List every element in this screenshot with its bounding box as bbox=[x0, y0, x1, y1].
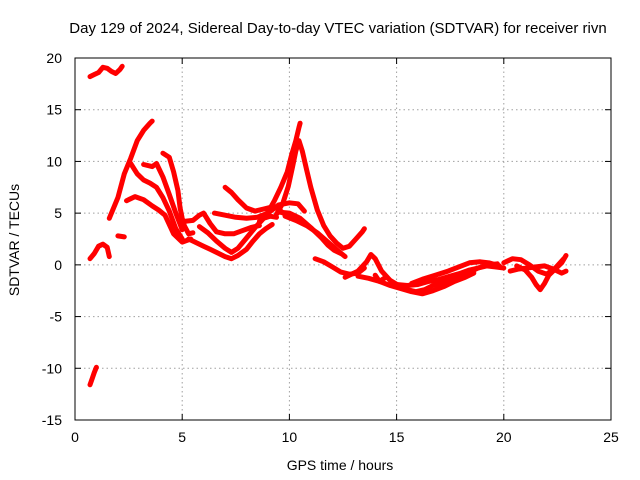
y-tick-label: 5 bbox=[54, 205, 62, 221]
grid-lines bbox=[75, 58, 611, 420]
series-track-04 bbox=[115, 233, 127, 240]
chart-title: Day 129 of 2024, Sidereal Day-to-day VTE… bbox=[69, 20, 606, 37]
series-track-24 bbox=[409, 259, 502, 286]
x-tick-label: 20 bbox=[496, 429, 512, 445]
series-track-08 bbox=[124, 194, 194, 245]
x-tick-label: 10 bbox=[282, 429, 298, 445]
series-track-11 bbox=[186, 222, 275, 262]
series-track-23 bbox=[372, 272, 389, 284]
series-track-18 bbox=[282, 213, 348, 260]
series-track-06 bbox=[128, 161, 185, 242]
series-track-01 bbox=[87, 63, 125, 80]
axis-ticks: 0 5 10 15 20 25 20 15 10 5 0 -5 -10 -15 bbox=[42, 50, 619, 445]
y-tick-label: 0 bbox=[54, 257, 62, 273]
x-tick-label: 15 bbox=[389, 429, 405, 445]
y-tick-label: 15 bbox=[46, 102, 62, 118]
series-track-07 bbox=[141, 161, 185, 233]
series-track-09 bbox=[160, 150, 196, 237]
x-tick-label: 5 bbox=[178, 429, 186, 445]
series-track-28 bbox=[514, 253, 569, 293]
y-tick-label: -5 bbox=[50, 309, 63, 325]
x-tick-label: 0 bbox=[71, 429, 79, 445]
series-track-16 bbox=[274, 138, 367, 251]
series-track-10 bbox=[181, 210, 262, 237]
y-tick-label: -10 bbox=[42, 360, 62, 376]
y-axis-label: SDTVAR / TECUs bbox=[6, 184, 22, 296]
series-track-05 bbox=[106, 118, 155, 221]
y-tick-label: -15 bbox=[42, 412, 62, 428]
series-track-25 bbox=[432, 261, 500, 288]
series-track-03 bbox=[87, 241, 112, 262]
y-tick-label: 20 bbox=[46, 50, 62, 66]
x-tick-label: 25 bbox=[603, 429, 619, 445]
plot-frame bbox=[74, 57, 612, 421]
y-tick-label: 10 bbox=[46, 153, 62, 169]
data-series bbox=[87, 63, 569, 388]
x-axis-label: GPS time / hours bbox=[287, 457, 394, 473]
series-track-02 bbox=[87, 364, 99, 388]
series-track-15 bbox=[256, 120, 303, 224]
